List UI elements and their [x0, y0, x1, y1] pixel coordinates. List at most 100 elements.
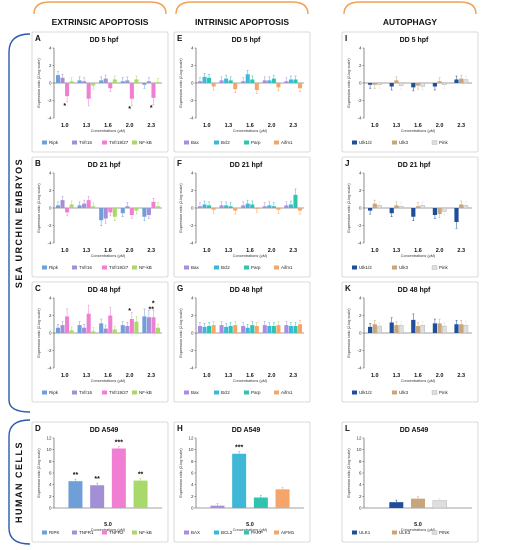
bar-ulk3	[411, 498, 425, 508]
legend-swatch	[274, 530, 279, 535]
bar-parp	[207, 326, 212, 333]
panels: A DD 5 hpf 4 2 0 -2 -4 Expression ratio (2-log …	[31, 31, 479, 543]
bar-tnfr16	[125, 206, 130, 208]
legend-label: Aifm1	[281, 140, 293, 145]
legend-label: Bax	[191, 140, 200, 145]
y-tick-label: -2	[357, 223, 361, 228]
bar-ripk	[99, 323, 104, 333]
x-tick-label: 1.3	[83, 123, 91, 129]
legend-swatch	[42, 390, 47, 395]
y-tick-label: 0	[49, 206, 52, 211]
bar-tnfr19-27	[108, 208, 113, 213]
x-tick-label: 1.0	[203, 373, 211, 379]
bar-ulk1-2	[411, 319, 416, 333]
y-tick-label: 4	[191, 296, 194, 301]
y-tick-label: -2	[47, 98, 51, 103]
y-tick-label: 4	[49, 296, 52, 301]
x-tick-label: 1.6	[414, 373, 422, 379]
x-tick-label: 5.0	[414, 522, 422, 528]
y-tick-label: -2	[357, 98, 361, 103]
x-tick-label: 1.6	[246, 248, 254, 254]
y-axis-label: Expression ratio (2-log scale)	[37, 308, 41, 358]
panel-J: J DD 21 hpf 4 2 0 -2 -4 Expression ratio (2-log…	[341, 156, 479, 278]
y-tick-label: 0	[191, 506, 194, 511]
x-tick-label: 2.3	[147, 123, 155, 129]
y-tick-label: 2	[191, 494, 194, 499]
bar-bax	[197, 326, 202, 333]
x-axis-label: Concentrations (μM)	[233, 254, 268, 258]
legend-swatch	[184, 390, 189, 395]
panel-F: F DD 21 hpf 4 2 0 -2 -4 Expression ratio (2-log…	[173, 156, 311, 278]
bar-bcl2	[202, 76, 207, 83]
bar-aifm1	[233, 83, 238, 90]
bar-tnfr19-27	[129, 208, 134, 215]
x-axis-label: Concentrations (μM)	[401, 129, 436, 133]
legend-swatch	[214, 140, 219, 145]
y-tick-label: -2	[47, 348, 51, 353]
x-tick-label: 2.0	[436, 248, 444, 254]
bar-nf-kb	[69, 330, 74, 333]
panel-E: E DD 5 hpf 4 2 0 -2 -4 Expression ratio (2-log …	[173, 31, 311, 153]
legend-label: Bcl2	[221, 390, 230, 395]
bar-ulk1-2	[454, 324, 459, 333]
legend-label: Tnfr19/27	[109, 390, 129, 395]
bar-bax	[284, 205, 289, 208]
y-tick-label: 0	[49, 506, 52, 511]
row-bracket-human-cells	[8, 419, 31, 545]
panel-D: D DD A549 12 10 8 6 4 2 0 Expression ratio (2-log…	[31, 421, 169, 543]
bar-pink	[463, 205, 469, 209]
bar-aifm1	[254, 83, 259, 90]
bar-nf-kb	[134, 79, 139, 83]
y-tick-label: 4	[49, 171, 52, 176]
bar-ripk	[77, 80, 82, 83]
bar-ulk3	[437, 323, 442, 333]
bar-parp	[271, 78, 276, 83]
y-tick-label: -2	[189, 223, 193, 228]
y-tick-label: 10	[46, 447, 52, 452]
y-tick-label: 0	[49, 81, 52, 86]
bar-bcl2	[224, 78, 229, 83]
x-tick-label: 2.3	[457, 123, 465, 129]
bar-aifm1	[298, 83, 303, 89]
legend-label: Bcl2	[221, 265, 230, 270]
bar-tnfr16	[103, 328, 108, 333]
bar-ulk1-2	[389, 322, 394, 333]
legend-label: Tnfr16	[79, 265, 93, 270]
bar-bax	[262, 325, 267, 333]
panel-label: H	[177, 424, 183, 433]
panel-label: I	[345, 34, 347, 43]
x-axis-label: Concentrations (μM)	[91, 528, 126, 532]
bar-bcl2	[202, 326, 207, 333]
bar-ulk3	[372, 203, 377, 208]
bar-nf-kb	[112, 208, 117, 217]
x-tick-label: 2.0	[268, 248, 276, 254]
y-tick-label: 4	[359, 296, 362, 301]
bar-bcl2	[202, 204, 207, 208]
bar-parp	[228, 326, 233, 333]
bar-ripk	[55, 75, 60, 83]
x-tick-label: 1.3	[83, 373, 91, 379]
x-axis-label: Concentrations (μM)	[233, 379, 268, 383]
x-tick-label: 2.0	[436, 123, 444, 129]
y-tick-label: 6	[359, 471, 362, 476]
row-bracket-sea-urchin	[8, 33, 31, 413]
bar-bax	[210, 505, 225, 508]
panel-frame	[173, 156, 311, 278]
bar-tnfr16	[103, 78, 108, 83]
panel-title: DD 21 hpf	[88, 162, 121, 169]
column-arc-1	[33, 1, 167, 15]
y-axis-label: Expression ratio (2-log scale)	[347, 308, 351, 358]
legend-label: Ulk1/2	[359, 390, 372, 395]
bar-tnfr19-27	[65, 316, 70, 333]
y-axis-label: Expression ratio (2-log scale)	[37, 58, 41, 108]
legend-label: Aifm1	[281, 265, 293, 270]
y-tick-label: 8	[191, 459, 194, 464]
bar-ulk3	[394, 205, 399, 208]
x-axis-label: Concentrations (μM)	[91, 129, 126, 133]
panel-frame	[173, 281, 311, 403]
bar-pink	[398, 206, 404, 209]
y-tick-label: 2	[49, 313, 52, 318]
y-tick-label: 4	[359, 46, 362, 51]
legend-swatch	[102, 530, 107, 535]
y-axis-label: Expression ratio (2-log scale)	[347, 58, 351, 108]
